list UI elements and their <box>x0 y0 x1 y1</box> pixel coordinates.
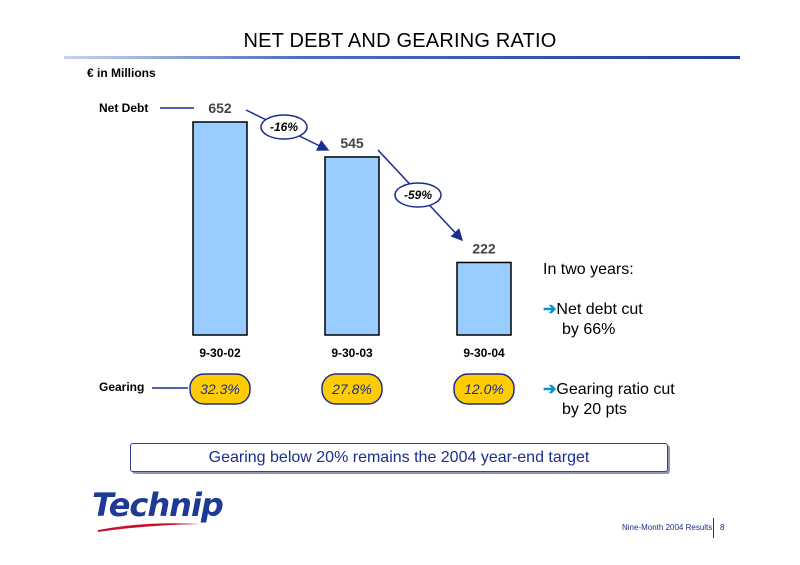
change-label: -16% <box>270 120 298 134</box>
bar-value-label: 652 <box>208 100 232 116</box>
summary-point-net-debt: ➔Net debt cut by 66% <box>543 300 643 340</box>
title-divider <box>64 56 740 59</box>
x-tick-label: 9-30-03 <box>331 346 373 360</box>
arrow-right-icon: ➔ <box>543 381 557 398</box>
technip-logo: Technip <box>92 486 224 524</box>
x-tick-label: 9-30-02 <box>199 346 241 360</box>
change-badge <box>260 114 308 140</box>
change-label: -59% <box>404 188 432 202</box>
net-debt-chart: 652 9-30-02 545 9-30-03 222 9-30-04 Net Debt -1… <box>99 100 515 405</box>
footer-label: Nine-Month 2004 Results <box>622 523 713 532</box>
summary-point-line: by 20 pts <box>562 401 627 418</box>
bar <box>324 156 380 336</box>
gearing-badge <box>453 373 515 405</box>
summary-heading: In two years: <box>543 261 634 278</box>
gearing-row-label: Gearing <box>99 380 144 394</box>
footer-divider <box>713 518 714 538</box>
gearing-badge <box>189 373 251 405</box>
change-badge <box>394 182 442 208</box>
arrow-right-icon: ➔ <box>543 301 557 318</box>
gearing-value: 12.0% <box>464 381 504 397</box>
series-label: Net Debt <box>99 101 148 115</box>
summary-point-line: by 66% <box>562 321 616 338</box>
page-title: NET DEBT AND GEARING RATIO <box>243 30 557 52</box>
target-callout: Gearing below 20% remains the 2004 year-… <box>130 443 668 472</box>
gearing-value: 32.3% <box>200 381 240 397</box>
summary-point-gearing: ➔Gearing ratio cut by 20 pts <box>543 380 675 420</box>
bar <box>456 261 512 336</box>
bar-value-label: 222 <box>472 240 496 256</box>
logo-swoosh-icon <box>98 523 200 532</box>
x-tick-label: 9-30-04 <box>463 346 505 360</box>
summary-point-line: Net debt cut <box>556 301 643 318</box>
gearing-value: 27.8% <box>331 381 372 397</box>
units-label: € in Millions <box>87 66 156 80</box>
page-number: 8 <box>720 523 725 532</box>
bar-value-label: 545 <box>340 135 364 151</box>
summary-point-line: Gearing ratio cut <box>556 381 675 398</box>
bar <box>192 121 248 336</box>
gearing-badge <box>321 373 383 405</box>
